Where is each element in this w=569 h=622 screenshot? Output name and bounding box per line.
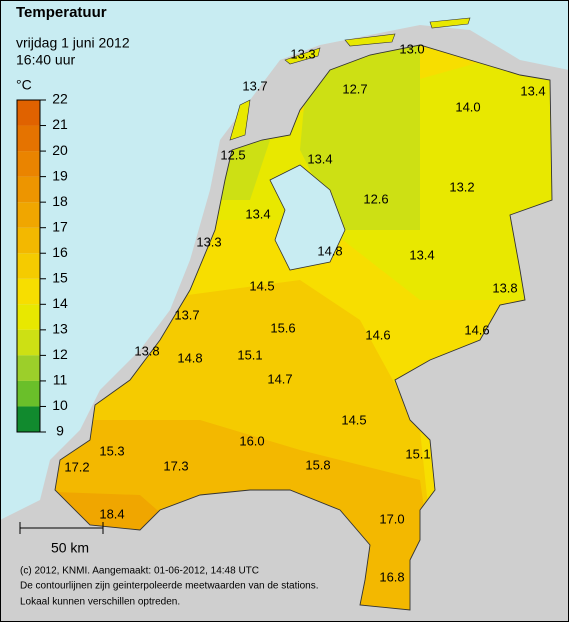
legend-band bbox=[17, 329, 40, 356]
station-temperature: 13.8 bbox=[492, 280, 517, 295]
legend-tick-label: 18 bbox=[52, 193, 68, 209]
legend-tick-label: 22 bbox=[52, 91, 68, 107]
station-temperature: 13.4 bbox=[409, 247, 434, 262]
station-temperature: 13.8 bbox=[134, 343, 159, 358]
station-temperature: 17.2 bbox=[64, 459, 89, 474]
legend-band bbox=[17, 406, 40, 432]
station-temperature: 14.7 bbox=[267, 371, 292, 386]
sea bbox=[0, 0, 569, 520]
station-temperature: 14.6 bbox=[464, 322, 489, 337]
footer-line: De contourlijnen zijn geinterpoleerde me… bbox=[20, 581, 319, 592]
station-temperature: 13.7 bbox=[242, 78, 267, 93]
legend-band bbox=[17, 380, 40, 407]
station-temperature: 15.3 bbox=[99, 443, 124, 458]
station-temperature: 16.8 bbox=[379, 569, 404, 584]
legend-band bbox=[17, 202, 40, 228]
station-temperature: 13.3 bbox=[196, 234, 221, 249]
legend-band bbox=[17, 125, 40, 152]
legend-band bbox=[17, 253, 40, 279]
station-temperature: 13.4 bbox=[520, 83, 545, 98]
legend-tick-label: 17 bbox=[52, 218, 68, 234]
station-temperature: 14.6 bbox=[365, 327, 390, 342]
station-labels: 13.3 13.0 13.7 12.7 14.0 13.4 12.5 13.4 13.2 12.6… bbox=[64, 41, 545, 584]
legend-unit: °C bbox=[16, 77, 32, 93]
date: vrijdag 1 juni 2012 bbox=[16, 35, 130, 51]
station-temperature: 17.3 bbox=[163, 458, 188, 473]
station-temperature: 15.1 bbox=[405, 446, 430, 461]
station-temperature: 14.5 bbox=[249, 278, 274, 293]
islands bbox=[229, 17, 471, 141]
legend-band bbox=[17, 278, 40, 305]
footer-line: (c) 2012, KNMI. Aangemaakt: 01-06-2012, … bbox=[20, 566, 259, 577]
station-temperature: 12.7 bbox=[342, 81, 367, 96]
legend-tick-label: 11 bbox=[53, 372, 68, 388]
time: 16:40 uur bbox=[16, 52, 75, 68]
station-temperature: 16.0 bbox=[239, 433, 264, 448]
legend-tick-label: 10 bbox=[52, 397, 68, 413]
legend-band bbox=[17, 151, 40, 177]
legend-frame bbox=[16, 99, 41, 433]
station-temperature: 13.0 bbox=[399, 41, 424, 56]
station-temperature: 14.5 bbox=[341, 412, 366, 427]
legend-tick-label: 12 bbox=[52, 346, 68, 362]
legend-band bbox=[17, 100, 40, 126]
legend-band bbox=[17, 304, 40, 330]
footer-line: Lokaal kunnen verschillen optreden. bbox=[20, 597, 180, 608]
legend-tick-label: 20 bbox=[52, 142, 68, 158]
station-temperature: 13.7 bbox=[174, 307, 199, 322]
station-temperature: 15.8 bbox=[305, 457, 330, 472]
station-temperature: 13.4 bbox=[245, 206, 270, 221]
station-temperature: 14.8 bbox=[317, 243, 342, 258]
legend-tick-label: 19 bbox=[52, 167, 68, 183]
legend-tick-label: 15 bbox=[52, 269, 68, 285]
legend-tick-label: 9 bbox=[56, 423, 64, 439]
station-temperature: 18.4 bbox=[99, 506, 124, 521]
station-temperature: 13.4 bbox=[307, 151, 332, 166]
legend-tick-label: 14 bbox=[52, 295, 68, 311]
station-temperature: 13.3 bbox=[290, 46, 315, 61]
scale-label: 50 km bbox=[51, 540, 89, 556]
legend-tick-label: 16 bbox=[52, 244, 68, 260]
station-temperature: 17.0 bbox=[379, 511, 404, 526]
legend-tick-label: 13 bbox=[52, 321, 68, 337]
legend-band bbox=[17, 355, 40, 381]
title: Temperatuur bbox=[16, 4, 107, 21]
station-temperature: 14.0 bbox=[455, 99, 480, 114]
station-temperature: 12.5 bbox=[220, 147, 245, 162]
legend: 9 10 11 12 13 14 15 16 17 18 19 20 21 22 bbox=[16, 91, 68, 439]
station-temperature: 12.6 bbox=[363, 191, 388, 206]
ijsselmeer bbox=[269, 164, 346, 271]
legend-band bbox=[17, 176, 40, 203]
station-temperature: 15.1 bbox=[237, 347, 262, 362]
station-temperature: 13.2 bbox=[449, 179, 474, 194]
station-temperature: 15.6 bbox=[270, 320, 295, 335]
legend-band bbox=[17, 227, 40, 254]
legend-tick-label: 21 bbox=[52, 116, 68, 132]
country-border bbox=[54, 44, 553, 611]
station-temperature: 14.8 bbox=[177, 350, 202, 365]
